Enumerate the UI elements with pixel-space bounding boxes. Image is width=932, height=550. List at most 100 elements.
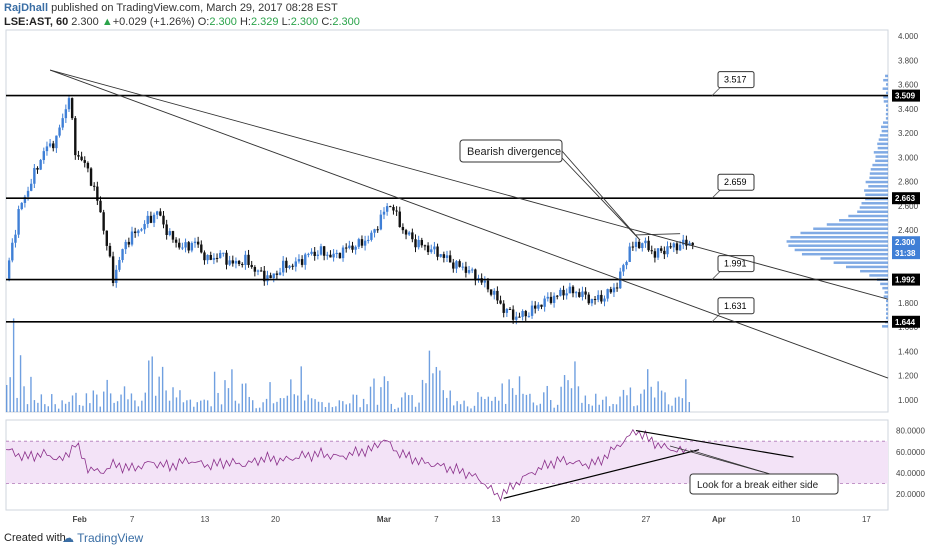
volume-profile-bar: [839, 219, 888, 222]
candle-body: [644, 241, 646, 243]
volume-bar: [120, 395, 121, 412]
price-axis-label: 1.800: [898, 299, 919, 308]
volume-bar: [391, 404, 392, 412]
candle-body: [140, 229, 142, 230]
volume-bar: [6, 385, 7, 412]
volume-bar: [574, 361, 575, 412]
candle-body: [326, 255, 328, 256]
volume-bar: [498, 401, 499, 412]
candle-body: [307, 254, 309, 255]
volume-bar: [165, 390, 166, 412]
volume-bar: [404, 392, 405, 412]
volume-bar: [439, 371, 440, 412]
volume-profile-bar: [864, 189, 888, 192]
volume-bar: [103, 392, 104, 412]
volume-bar: [294, 394, 295, 412]
candle-body: [74, 118, 76, 155]
price-tag-label: 2.663: [895, 194, 916, 203]
level-callout-label: 3.517: [724, 75, 747, 85]
volume-bar: [481, 397, 482, 412]
volume-bar: [592, 406, 593, 412]
volume-profile-bar: [846, 266, 888, 269]
volume-bar: [547, 386, 548, 412]
volume-profile-bar: [857, 211, 888, 214]
volume-bar: [75, 393, 76, 412]
volume-bar: [425, 383, 426, 412]
candle-body: [260, 270, 262, 271]
rsi-axis-label: 60.0000: [896, 448, 925, 457]
volume-bar: [93, 390, 94, 412]
volume-bar: [460, 404, 461, 412]
volume-bar: [179, 390, 180, 412]
volume-profile-bar: [884, 100, 888, 103]
price-tag-label: 3.509: [895, 92, 916, 101]
volume-bar: [616, 404, 617, 412]
volume-bar: [290, 379, 291, 412]
candle-body: [345, 248, 347, 249]
volume-bar: [536, 405, 537, 412]
volume-profile-bar: [886, 317, 888, 320]
volume-bar: [30, 377, 31, 412]
volume-bar: [353, 395, 354, 412]
volume-bar: [297, 396, 298, 412]
candle-body: [663, 251, 665, 254]
candle-body: [553, 296, 555, 303]
volume-bar: [235, 401, 236, 412]
candle-body: [490, 289, 492, 294]
volume-profile-bar: [880, 283, 888, 286]
volume-bar: [519, 376, 520, 412]
candle-body: [509, 309, 511, 310]
time-axis-label: 13: [492, 515, 501, 524]
candle-body: [14, 235, 16, 243]
price-tag-label: 2.300: [895, 238, 916, 247]
candle-body: [405, 230, 407, 234]
volume-bar: [384, 376, 385, 412]
volume-bar: [217, 393, 218, 412]
volume-profile-bar: [874, 151, 888, 154]
volume-bar: [477, 392, 478, 412]
candle-body: [228, 260, 230, 264]
volume-bar: [110, 393, 111, 412]
volume-bar: [359, 407, 360, 412]
volume-bar: [647, 369, 648, 412]
candle-body: [537, 305, 539, 309]
volume-bar: [612, 404, 613, 412]
candle-body: [581, 291, 583, 296]
candle-body: [339, 253, 341, 258]
volume-bar: [72, 395, 73, 412]
candle-body: [430, 249, 432, 252]
volume-bar: [117, 401, 118, 412]
candle-body: [282, 261, 284, 273]
candle-body: [194, 242, 196, 243]
volume-bar: [363, 399, 364, 412]
volume-profile-bar: [881, 126, 888, 129]
candle-body: [427, 245, 429, 252]
volume-bar: [124, 386, 125, 412]
candle-body: [156, 211, 158, 214]
candle-body: [206, 255, 208, 260]
volume-bar: [162, 367, 163, 412]
tradingview-logo[interactable]: ☁ TradingView: [62, 531, 143, 545]
candle-body: [625, 262, 627, 265]
volume-bar: [335, 406, 336, 412]
volume-bar: [526, 395, 527, 412]
volume-bar: [495, 397, 496, 412]
volume-bar: [602, 400, 603, 412]
candle-body: [291, 266, 293, 267]
time-axis-label: Apr: [712, 515, 726, 524]
candle-body: [87, 163, 89, 169]
volume-bar: [86, 393, 87, 412]
volume-bar: [349, 403, 350, 412]
volume-bar: [543, 392, 544, 412]
time-axis-label: 7: [434, 515, 439, 524]
candle-body: [222, 253, 224, 254]
volume-profile-bar: [883, 79, 888, 82]
candle-body: [348, 246, 350, 248]
candle-body: [543, 299, 545, 307]
volume-bar: [301, 366, 302, 412]
volume-profile-bar: [885, 291, 888, 294]
candle-body: [562, 290, 564, 296]
candle-body: [417, 240, 419, 247]
volume-profile-bar: [884, 295, 888, 298]
